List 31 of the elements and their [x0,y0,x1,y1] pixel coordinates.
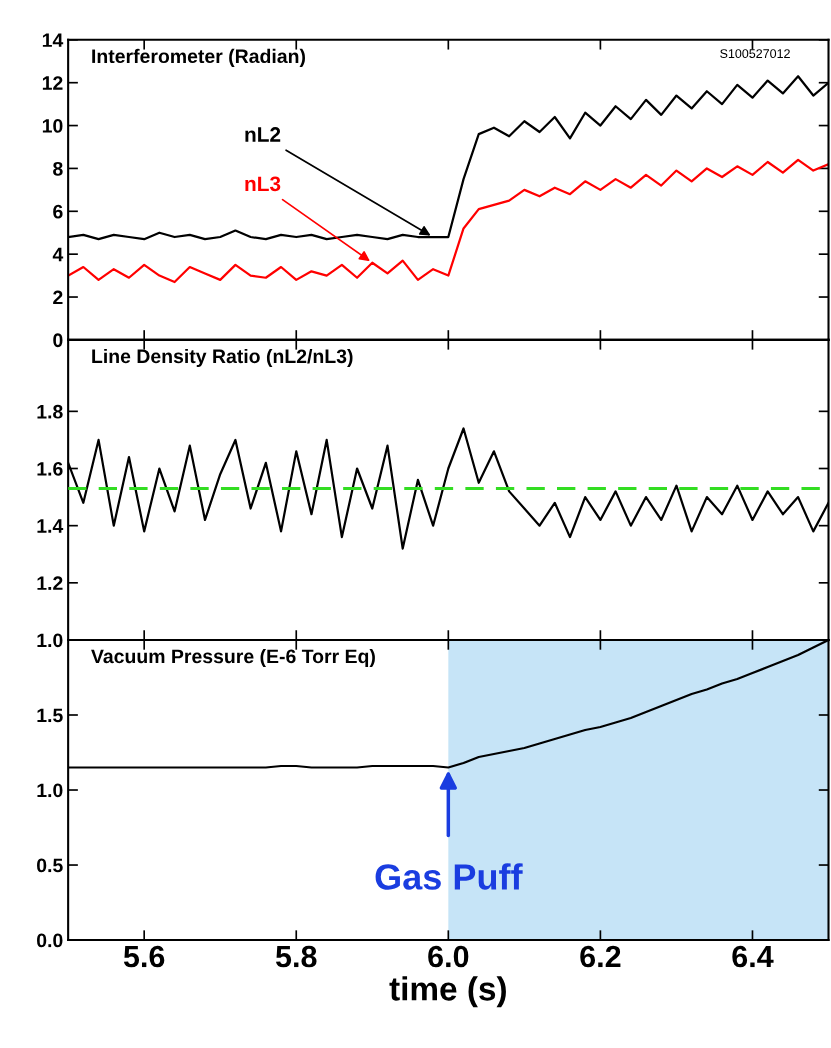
y-tick-label: 14 [42,33,64,47]
y-tick-label: 1.4 [37,519,64,533]
x-tick-label: 6.0 [428,945,469,968]
y-tick-label: 4 [52,247,64,262]
x-axis-title: time (s) [389,976,506,1008]
y-tick-label: 10 [42,119,63,133]
y-tick-label: 0 [53,333,63,348]
y-tick-label: 1.8 [37,404,63,419]
chart-title: Interferometer (Radian) [92,48,305,67]
y-tick-label: 0.5 [37,858,63,873]
y-tick-label: 6 [53,204,63,219]
y-tick-label: 1.0 [37,783,63,798]
annotation: Gas Puff [375,863,523,890]
y-tick-label: 8 [53,161,63,176]
line-series [68,158,829,284]
y-tick-label: 2 [53,290,63,305]
x-tick-label: 6.4 [732,945,774,968]
y-tick-label: 1.2 [37,576,63,590]
x-tick-label: 5.8 [275,945,317,968]
y-tick-label: 1.0 [37,633,63,648]
y-tick-label: 12 [42,76,63,90]
y-tick-label: 0.0 [37,933,63,948]
y-tick-label: 1.5 [37,708,63,723]
chart-title: Vacuum Pressure (E-6 Torr Eq) [91,648,375,668]
text: nL2 [245,127,281,142]
annotation: S100527012 [720,49,790,59]
text: nL3 [245,176,281,192]
chart-title: Line Density Ratio (nL2/nL3) [92,348,353,368]
x-tick-label: 6.2 [580,945,621,968]
y-tick-label: 1.6 [37,461,63,476]
x-tick-label: 5.6 [123,945,165,968]
